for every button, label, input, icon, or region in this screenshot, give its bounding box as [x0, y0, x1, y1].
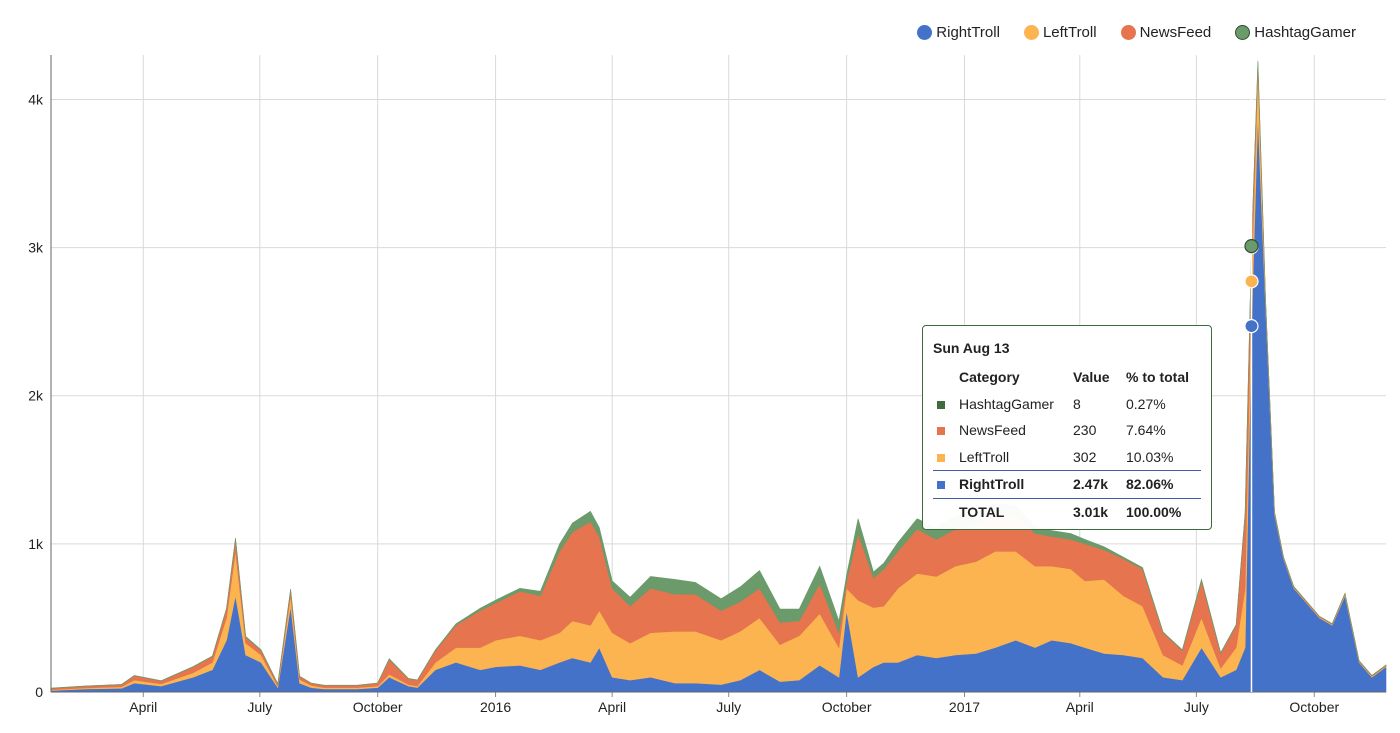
tooltip-row-highlighted: RightTroll 2.47k 82.06% [933, 470, 1201, 499]
tooltip-table: Category Value % to total HashtagGamer 8… [933, 364, 1201, 525]
x-tick-label: July [247, 699, 272, 715]
x-tick-label: 2017 [949, 699, 980, 715]
tooltip-row-name: HashtagGamer [959, 395, 1054, 412]
tooltip-swatch-newsfeed [937, 427, 945, 436]
tooltip-row-pct: 10.03% [1126, 448, 1174, 465]
tooltip-row-name: NewsFeed [959, 422, 1026, 439]
hover-marker-hashtaggamer [1244, 239, 1259, 254]
tooltip-total-value: 3.01k [1073, 503, 1109, 520]
tooltip-row: LeftTroll 302 10.03% [933, 444, 1201, 471]
legend-label-righttroll: RightTroll [936, 24, 1000, 41]
x-tick-label: October [1289, 699, 1339, 715]
tooltip-header-pct: % to total [1126, 369, 1189, 386]
chart-legend: RightTroll LeftTroll NewsFeed HashtagGam… [917, 24, 1356, 41]
x-tick-label: April [1066, 699, 1094, 715]
legend-swatch-hashtaggamer [1235, 25, 1251, 40]
tooltip-header-row: Category Value % to total [933, 364, 1201, 391]
tooltip-total-row: TOTAL 3.01k 100.00% [933, 498, 1201, 525]
tooltip-row-name: RightTroll [959, 470, 1073, 499]
x-tick-label: 2016 [480, 699, 511, 715]
tooltip-row-pct: 82.06% [1126, 470, 1201, 499]
x-tick-label: October [822, 699, 872, 715]
tooltip-row-name: LeftTroll [959, 448, 1010, 465]
legend-item-righttroll[interactable]: RightTroll [917, 24, 1000, 41]
y-tick-label: 4k [28, 91, 44, 107]
tooltip-total-pct: 100.00% [1126, 503, 1182, 520]
x-tick-label: July [716, 699, 741, 715]
legend-label-lefttroll: LeftTroll [1042, 24, 1097, 41]
y-tick-label: 0 [35, 684, 43, 700]
tooltip-row: HashtagGamer 8 0.27% [933, 391, 1201, 418]
legend-item-newsfeed[interactable]: NewsFeed [1120, 24, 1212, 41]
tooltip-swatch-hashtaggamer [937, 400, 945, 409]
legend-swatch-newsfeed [1120, 25, 1136, 40]
tooltip-row-value: 2.47k [1073, 470, 1126, 499]
tooltip-date: Sun Aug 13 [933, 340, 1010, 356]
tooltip-row: NewsFeed 230 7.64% [933, 417, 1201, 444]
tooltip-row-pct: 0.27% [1126, 395, 1166, 412]
hover-marker-lefttroll [1244, 274, 1259, 289]
tooltip-swatch-lefttroll [937, 453, 945, 462]
tooltip-row-value: 302 [1073, 448, 1097, 465]
y-tick-label: 3k [28, 240, 44, 256]
axis-layer: 0 1k 2k 3k 4k April July October 2016 April July Oc… [28, 55, 1386, 715]
tooltip-swatch-righttroll [937, 481, 945, 490]
y-tick-label: 1k [28, 536, 44, 552]
legend-label-hashtaggamer: HashtagGamer [1254, 24, 1356, 41]
hover-marker-righttroll [1244, 318, 1259, 334]
legend-swatch-righttroll [917, 25, 933, 40]
area-hashtaggamer [50, 60, 1387, 689]
tooltip-row-value: 8 [1073, 395, 1081, 412]
x-tick-label: April [598, 699, 626, 715]
x-tick-label: October [353, 699, 403, 715]
tooltip-header-category: Category [959, 369, 1020, 386]
hover-layer [1244, 55, 1259, 692]
x-tick-label: April [129, 699, 157, 715]
legend-label-newsfeed: NewsFeed [1139, 24, 1212, 41]
legend-item-hashtaggamer[interactable]: HashtagGamer [1235, 24, 1356, 41]
hover-tooltip: Sun Aug 13 Category Value % to total Has… [922, 325, 1212, 530]
legend-item-lefttroll[interactable]: LeftTroll [1023, 24, 1097, 41]
tooltip-header-value: Value [1073, 369, 1110, 386]
tooltip-total-name: TOTAL [959, 503, 1005, 520]
tooltip-row-value: 230 [1073, 422, 1097, 439]
y-tick-label: 2k [28, 388, 44, 404]
tooltip-row-pct: 7.64% [1126, 422, 1166, 439]
legend-swatch-lefttroll [1023, 25, 1039, 40]
x-tick-label: July [1184, 699, 1209, 715]
